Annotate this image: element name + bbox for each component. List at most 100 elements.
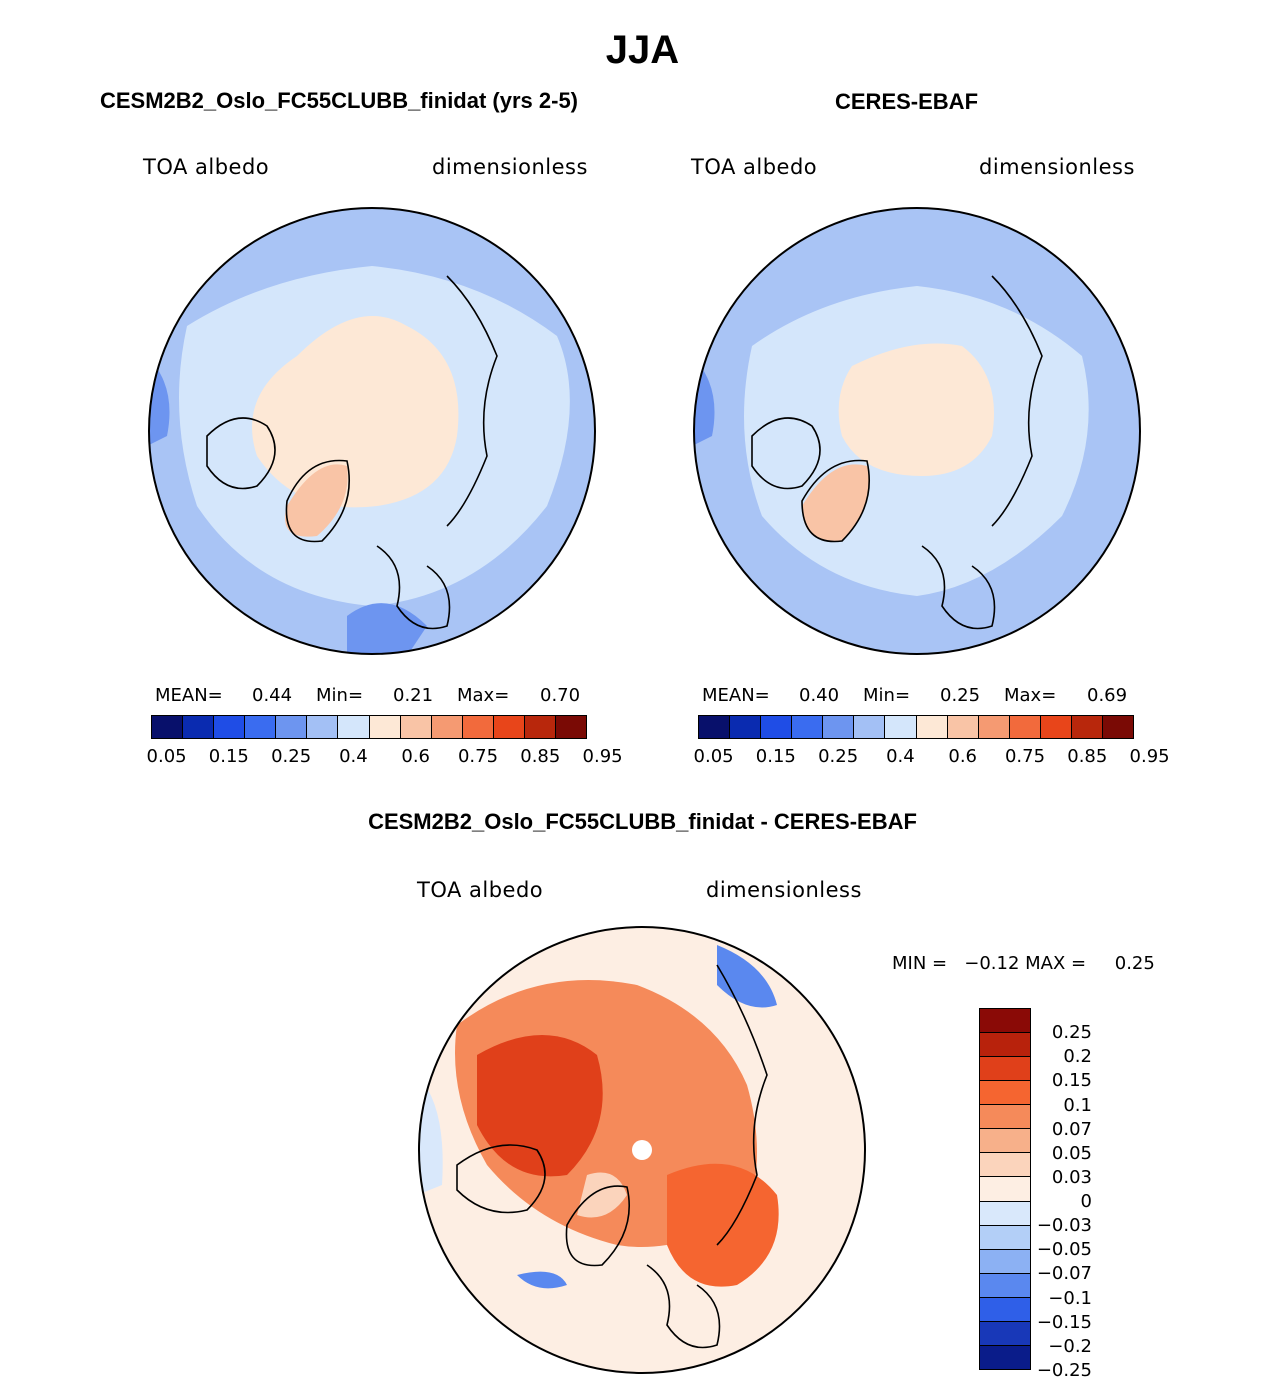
colorbar-cell xyxy=(556,716,587,738)
colorbar-tick-label: 0.1 xyxy=(1063,1094,1092,1116)
panel2-max-value: 0.69 xyxy=(1087,685,1128,706)
panel2-min-label: Min= xyxy=(863,685,911,706)
panel1-mean-value: 0.44 xyxy=(252,685,293,706)
colorbar-tick-label: 0.15 xyxy=(1051,1070,1092,1092)
colorbar-tick-label: 0.95 xyxy=(1129,746,1170,767)
panel2-mean-label: MEAN= xyxy=(702,685,770,706)
colorbar-tick-label: −0.03 xyxy=(1036,1215,1092,1237)
colorbar-tick-label: −0.25 xyxy=(1036,1360,1092,1381)
map3-field-greenland xyxy=(577,1172,627,1218)
colorbar-cell xyxy=(214,716,246,738)
panel2-max-label: Max= xyxy=(1004,685,1057,706)
colorbar-cell xyxy=(524,716,557,738)
colorbar-cell xyxy=(493,716,525,738)
colorbar-cell xyxy=(152,716,184,738)
colorbar-cell xyxy=(980,1273,1030,1298)
map3-field-red-canada xyxy=(477,1035,603,1177)
map3-coastline-europe xyxy=(646,1264,721,1349)
colorbar-tick-label: 0 xyxy=(1080,1191,1092,1213)
panel2-mean-value: 0.40 xyxy=(799,685,840,706)
map3-coastline-greenland xyxy=(565,1185,630,1267)
colorbar-cell xyxy=(980,1105,1030,1130)
map1-coastline-europe xyxy=(376,545,451,630)
colorbar-cell xyxy=(854,716,886,738)
colorbar-tick-label: 0.05 xyxy=(146,746,187,767)
colorbar-cell xyxy=(400,716,432,738)
map1-field-europe-patch xyxy=(347,603,427,654)
diff-minmax: MIN = −0.12 MAX = 0.25 xyxy=(892,953,1155,974)
colorbar-cell xyxy=(431,716,463,738)
colorbar-cell xyxy=(947,716,979,738)
colorbar-cell xyxy=(730,716,762,738)
panel1-min-value: 0.21 xyxy=(393,685,434,706)
colorbar-cell xyxy=(980,1057,1030,1082)
colorbar-cell xyxy=(761,716,793,738)
colorbar-cell xyxy=(980,1249,1030,1274)
map2-coastline-canada xyxy=(751,417,821,490)
colorbar-cell xyxy=(307,716,339,738)
panel1-variable-label: TOA albedo xyxy=(143,155,270,179)
colorbar-cell xyxy=(338,716,370,738)
colorbar-cell xyxy=(980,1225,1030,1250)
colorbar-cell xyxy=(369,716,401,738)
colorbar-cell xyxy=(699,716,731,738)
panel2-units-label: dimensionless xyxy=(979,155,1135,179)
colorbar-tick-label: 0.25 xyxy=(818,746,859,767)
colorbar-tick-label: 0.4 xyxy=(339,746,368,767)
colorbar-tick-label: −0.15 xyxy=(1036,1311,1092,1333)
colorbar-tick-label: 0.15 xyxy=(208,746,249,767)
colorbar-tick-label: −0.07 xyxy=(1036,1263,1092,1285)
colorbar-cell xyxy=(980,1129,1030,1154)
colorbar-tick-label: 0.25 xyxy=(271,746,312,767)
colorbar-tick-label: 0.85 xyxy=(1067,746,1108,767)
map2-coastline-greenland xyxy=(801,459,870,543)
panel2-title: CERES-EBAF xyxy=(835,89,979,114)
colorbar-cell xyxy=(980,1201,1030,1226)
panel1-max-label: Max= xyxy=(457,685,510,706)
colorbar-tick-label: −0.05 xyxy=(1036,1239,1092,1261)
map2-coastline-siberia xyxy=(991,275,1043,527)
diff-polar-map xyxy=(418,926,866,1374)
colorbar-tick-label: 0.05 xyxy=(693,746,734,767)
colorbar-cell xyxy=(980,1153,1030,1178)
colorbar-cell xyxy=(916,716,948,738)
colorbar-cell xyxy=(1040,716,1072,738)
panel1-min-label: Min= xyxy=(316,685,364,706)
colorbar-tick-label: 0.05 xyxy=(1051,1142,1092,1164)
colorbar-cell xyxy=(1071,716,1104,738)
panel1-units-label: dimensionless xyxy=(432,155,588,179)
colorbar-tick-label: 0.6 xyxy=(401,746,431,767)
colorbar-cell xyxy=(978,716,1010,738)
colorbar-cell xyxy=(462,716,494,738)
map1-border xyxy=(148,207,596,655)
colorbar-cell xyxy=(980,1297,1030,1322)
panel1-title: CESM2B2_Oslo_FC55CLUBB_finidat (yrs 2-5) xyxy=(100,88,579,113)
colorbar-cell xyxy=(1009,716,1041,738)
map3-coastline-canada xyxy=(456,1144,546,1214)
panel1-colorbar xyxy=(151,715,587,739)
map2-field-greenland xyxy=(802,464,870,542)
map1-coastline-siberia xyxy=(446,275,498,527)
diff-title: CESM2B2_Oslo_FC55CLUBB_finidat - CERES-E… xyxy=(368,809,917,834)
map2-border xyxy=(693,207,1141,655)
diff-variable-label: TOA albedo xyxy=(417,878,544,902)
panel1-max-value: 0.70 xyxy=(540,685,581,706)
colorbar-cell xyxy=(980,1009,1030,1034)
panel2-min-value: 0.25 xyxy=(940,685,981,706)
main-title: JJA xyxy=(605,28,680,72)
colorbar-tick-label: 0.75 xyxy=(1004,746,1046,767)
colorbar-tick-label: 0.85 xyxy=(520,746,561,767)
colorbar-cell xyxy=(980,1033,1030,1058)
map3-pole-hole xyxy=(632,1140,652,1160)
panel2-polar-map xyxy=(693,207,1141,655)
colorbar-tick-label: −0.1 xyxy=(1048,1287,1092,1309)
map3-field-blue-south xyxy=(517,1271,567,1289)
colorbar-cell xyxy=(980,1345,1030,1369)
map3-border xyxy=(418,926,866,1374)
colorbar-tick-label: 0.95 xyxy=(582,746,623,767)
diff-units-label: dimensionless xyxy=(706,878,862,902)
map1-coastline-canada xyxy=(206,417,276,490)
colorbar-tick-label: 0.25 xyxy=(1051,1022,1092,1044)
panel1-mean-label: MEAN= xyxy=(155,685,223,706)
map3-field-red-europe xyxy=(667,1163,779,1287)
